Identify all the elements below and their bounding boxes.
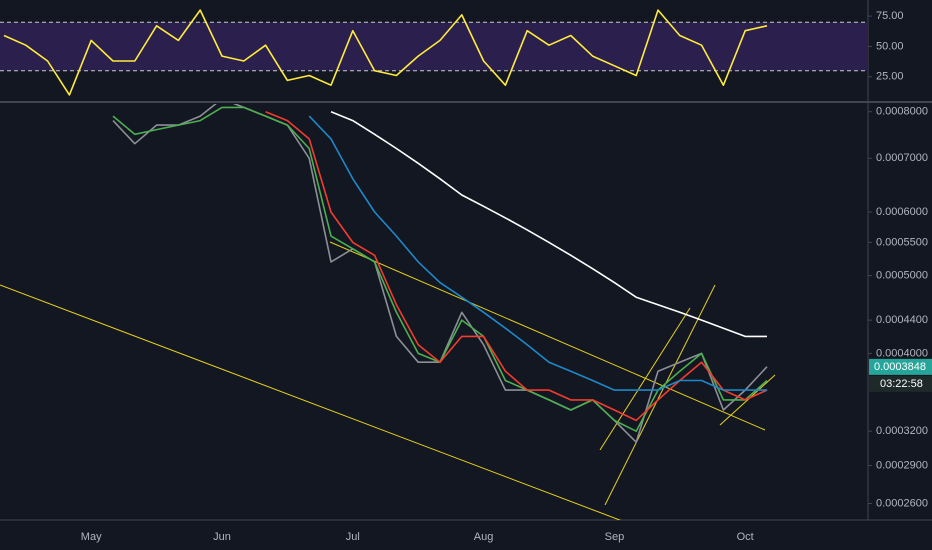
- x-tick-label: Sep: [605, 531, 625, 543]
- y-tick-label: 25.00: [876, 71, 904, 83]
- y-tick-label: 75.00: [876, 10, 904, 22]
- rsi-band: [0, 22, 868, 71]
- x-tick-label: Jul: [346, 531, 360, 543]
- y-tick-label: 0.0002900: [876, 459, 928, 471]
- countdown: 03:22:58: [880, 378, 923, 390]
- series-line: [308, 115, 767, 391]
- trend-lines: [0, 241, 776, 520]
- y-tick-label: 0.0005000: [876, 269, 928, 281]
- y-tick-label: 0.0007000: [876, 152, 928, 164]
- x-tick-label: Oct: [737, 531, 754, 543]
- y-tick-label: 0.0002600: [876, 497, 928, 509]
- y-tick-label: 0.0004000: [876, 347, 928, 359]
- price-pane: [112, 104, 768, 443]
- trend-line: [329, 241, 766, 431]
- series-line: [3, 9, 768, 96]
- axes: 75.00 50.00 25.00 0.0008000 0.0007000 0.00060…: [81, 10, 932, 543]
- y-tick-label: 0.0004400: [876, 314, 928, 326]
- x-tick-label: Aug: [474, 531, 494, 543]
- y-tick-label: 0.0005500: [876, 236, 928, 248]
- x-tick-label: May: [81, 531, 102, 543]
- countdown-box: [869, 375, 932, 392]
- x-tick-label: Jun: [213, 531, 231, 543]
- last-price-box: [869, 358, 932, 375]
- y-tick-label: 0.0006000: [876, 206, 928, 218]
- channel-line: [599, 307, 691, 451]
- series-line: [265, 111, 768, 422]
- y-tick-label: 50.00: [876, 40, 904, 52]
- trend-line: [0, 284, 622, 520]
- rsi-pane: [0, 9, 868, 96]
- y-tick-label: 0.0008000: [876, 106, 928, 118]
- channel-line: [604, 284, 716, 506]
- series-line: [330, 111, 767, 338]
- last-price-label: 0.0003848: [874, 361, 926, 373]
- wedge-line: [719, 374, 776, 426]
- y-tick-label: 0.0003200: [876, 425, 928, 437]
